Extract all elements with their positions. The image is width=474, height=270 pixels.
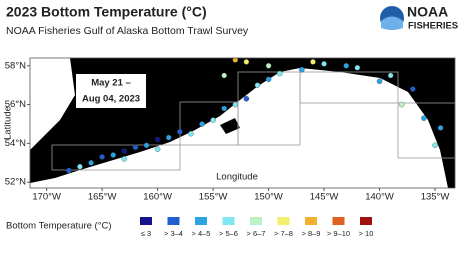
x-tick-label: 155°W [199,192,228,203]
station [177,128,183,135]
station [421,115,427,121]
station [165,134,172,141]
x-tick-label: 140°W [365,192,394,203]
legend-label: > 4–5 [192,229,211,238]
legend-swatch [167,217,180,225]
logo-bottom: FISHERIES [408,21,458,32]
station [77,163,83,170]
subtitle: NOAA Fisheries Gulf of Alaska Bottom Tra… [6,25,249,37]
annotation: Aug 04, 2023 [82,94,140,105]
station [254,82,261,88]
x-tick-label: 135°W [421,192,450,203]
station [243,59,250,65]
station [232,58,239,63]
station [221,105,227,112]
title: 2023 Bottom Temperature (°C) [6,4,207,20]
station [99,154,105,160]
station [376,78,383,85]
station [221,72,227,79]
x-axis-label: Longitude [216,172,258,183]
island [220,118,240,134]
x-tick-label: 170°W [32,192,61,203]
station [398,101,405,108]
station [310,59,316,65]
legend-label: > 3–4 [164,229,183,238]
legend-label: > 9–10 [327,229,350,238]
station [437,125,444,131]
legend-label: > 8–9 [302,229,321,238]
annotation-box [76,74,146,108]
x-tick-label: 145°W [310,192,339,203]
x-tick-label: 160°W [143,192,172,203]
station [276,70,283,77]
y-tick-label: 58°N [5,60,26,71]
station [132,144,139,151]
station [121,156,128,162]
station [154,136,161,143]
station [199,121,205,127]
station [387,72,394,79]
station [66,167,72,174]
station [354,64,361,71]
station [110,152,116,158]
x-tick-label: 165°W [88,192,117,203]
legend-swatch [195,217,207,225]
station [232,101,239,108]
y-tick-label: 54°N [5,138,26,149]
legend-swatch [332,217,345,225]
legend-label: ≤ 3 [141,229,151,238]
station [265,76,272,83]
station [243,95,250,102]
legend-title: Bottom Temperature (°C) [6,221,112,232]
legend-label: > 10 [359,229,374,238]
logo-top: NOAA [407,4,448,20]
station [121,148,128,154]
y-tick-label: 56°N [5,99,26,110]
station [410,86,416,92]
logo-wave [381,16,403,30]
station [265,63,272,69]
map: May 21 – Aug 04, 2023 [30,58,455,188]
station [154,146,161,152]
y-tick-label: 52°N [5,177,26,188]
station [188,130,194,137]
legend-swatch [277,217,290,225]
station [88,160,94,166]
legend-swatch [140,217,152,225]
station [321,61,327,67]
legend-swatch [360,217,372,225]
station [299,66,305,73]
legend-label: > 6–7 [247,229,266,238]
station [210,117,216,123]
station [343,63,350,69]
legend-label: > 5–6 [219,229,238,238]
station [143,142,150,149]
legend-label: > 7–8 [274,229,293,238]
map-frame [29,57,456,189]
legend-swatch [305,217,317,225]
y-axis-label: Latitude [3,106,14,140]
regions [51,71,455,171]
legend-swatch [222,217,235,225]
legend-swatch [250,217,262,225]
x-tick-label: 150°W [254,192,283,203]
annotation: May 21 – [91,78,131,89]
station [432,142,438,149]
